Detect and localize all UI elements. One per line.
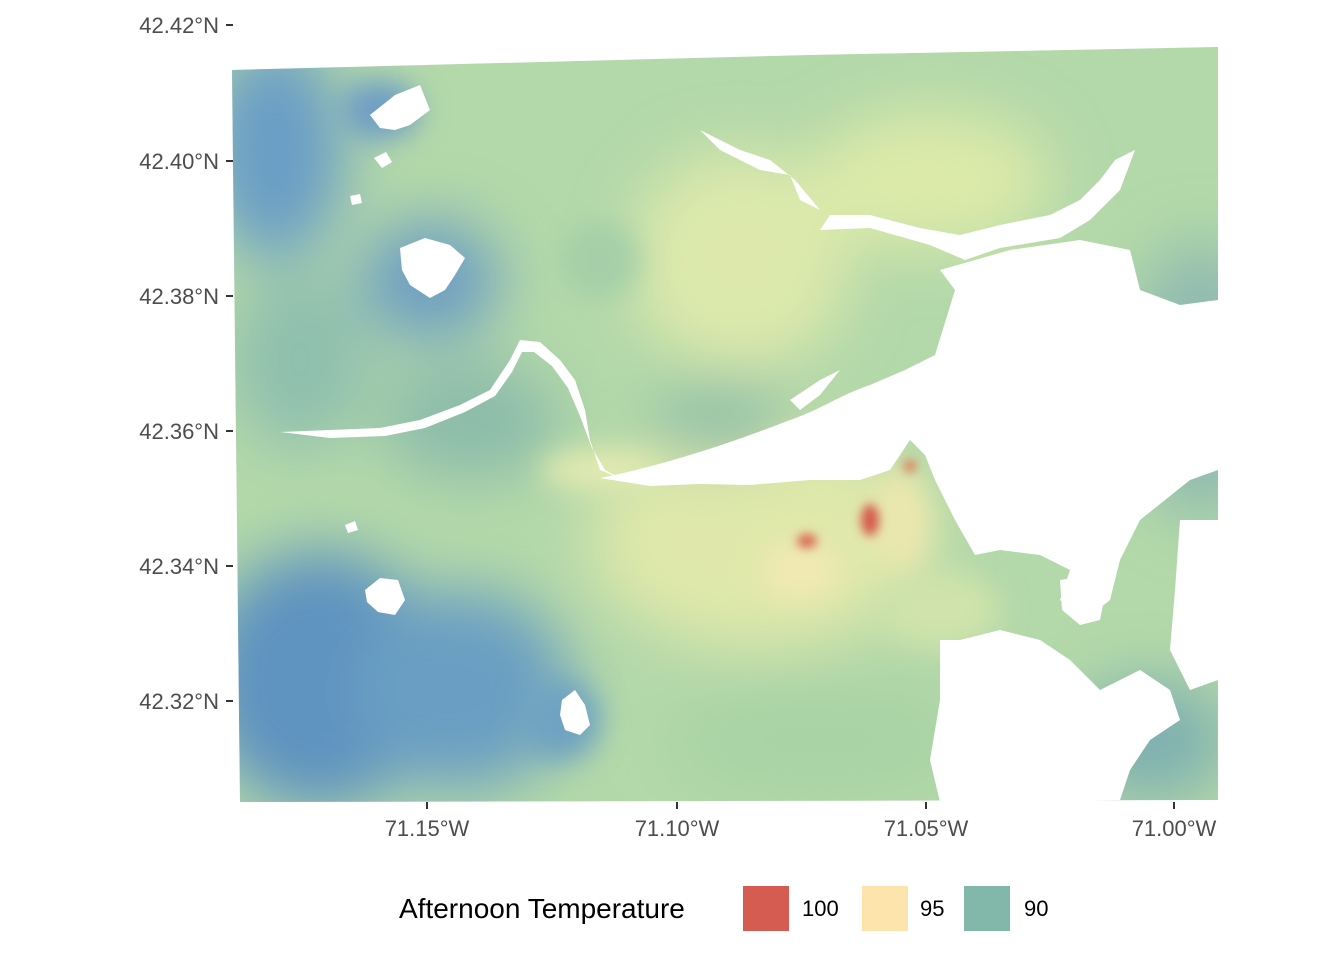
water-bodies: [280, 85, 1218, 802]
x-tick-label: 71.10°W: [635, 816, 720, 841]
harbor-water: [600, 240, 1218, 620]
lake-jamaica-pond: [365, 578, 405, 615]
legend-label: 95: [920, 896, 944, 921]
legend-label: 100: [802, 896, 839, 921]
warm-zone-north-central: [630, 150, 850, 370]
harbor-south-bay: [930, 630, 1180, 802]
y-tick-label: 42.38°N: [139, 284, 219, 309]
raster-variation: [232, 47, 1218, 802]
hot-spot-1: [861, 504, 879, 536]
harbor-channel-northwest: [700, 130, 820, 210]
hot-spots: [797, 460, 916, 548]
cool-zone-south: [350, 590, 570, 790]
patch-3: [870, 470, 930, 570]
x-axis: 71.15°W 71.10°W 71.05°W 71.00°W: [385, 802, 1217, 841]
y-tick-label: 42.42°N: [139, 13, 219, 38]
x-tick-label: 71.05°W: [884, 816, 969, 841]
hot-spot-3: [904, 460, 916, 472]
x-tick-label: 71.15°W: [385, 816, 470, 841]
y-tick-label: 42.34°N: [139, 554, 219, 579]
legend-title: Afternoon Temperature: [399, 893, 685, 924]
legend-swatch: [964, 886, 1010, 931]
mid-zone-south-central: [670, 680, 970, 800]
y-tick-label: 42.36°N: [139, 419, 219, 444]
legend-swatch: [743, 886, 789, 931]
river-mouth-inlet: [790, 370, 840, 410]
lake-south: [560, 690, 590, 735]
hot-spot-2: [797, 534, 817, 548]
legend-keys: 100 95 90: [743, 886, 1048, 931]
patch-2: [760, 540, 840, 600]
lake-fresh-pond: [400, 238, 465, 298]
y-tick-label: 42.32°N: [139, 689, 219, 714]
cool-zone-central: [380, 360, 560, 480]
pond-small-3: [350, 194, 362, 205]
y-tick-label: 42.40°N: [139, 149, 219, 174]
harbor-channel-north: [820, 150, 1135, 260]
charles-river: [280, 340, 620, 478]
pond-small-1: [374, 152, 392, 168]
pond-small-2: [345, 521, 358, 533]
harbor-east-edge: [1170, 520, 1218, 690]
patch-8: [880, 570, 1000, 650]
cool-zone-west: [232, 270, 370, 450]
legend-label: 90: [1024, 896, 1048, 921]
cool-zone-northwest: [232, 47, 345, 260]
x-tick-label: 71.00°W: [1132, 816, 1217, 841]
legend: Afternoon Temperature 100 95 90: [399, 886, 1048, 931]
y-axis: 42.42°N 42.40°N 42.38°N 42.36°N 42.34°N 42.32…: [139, 13, 233, 714]
legend-swatch: [862, 886, 908, 931]
lake-north: [370, 85, 430, 130]
temperature-raster: [232, 47, 1218, 802]
pond-small-4: [1060, 575, 1105, 625]
patch-7: [560, 220, 640, 300]
